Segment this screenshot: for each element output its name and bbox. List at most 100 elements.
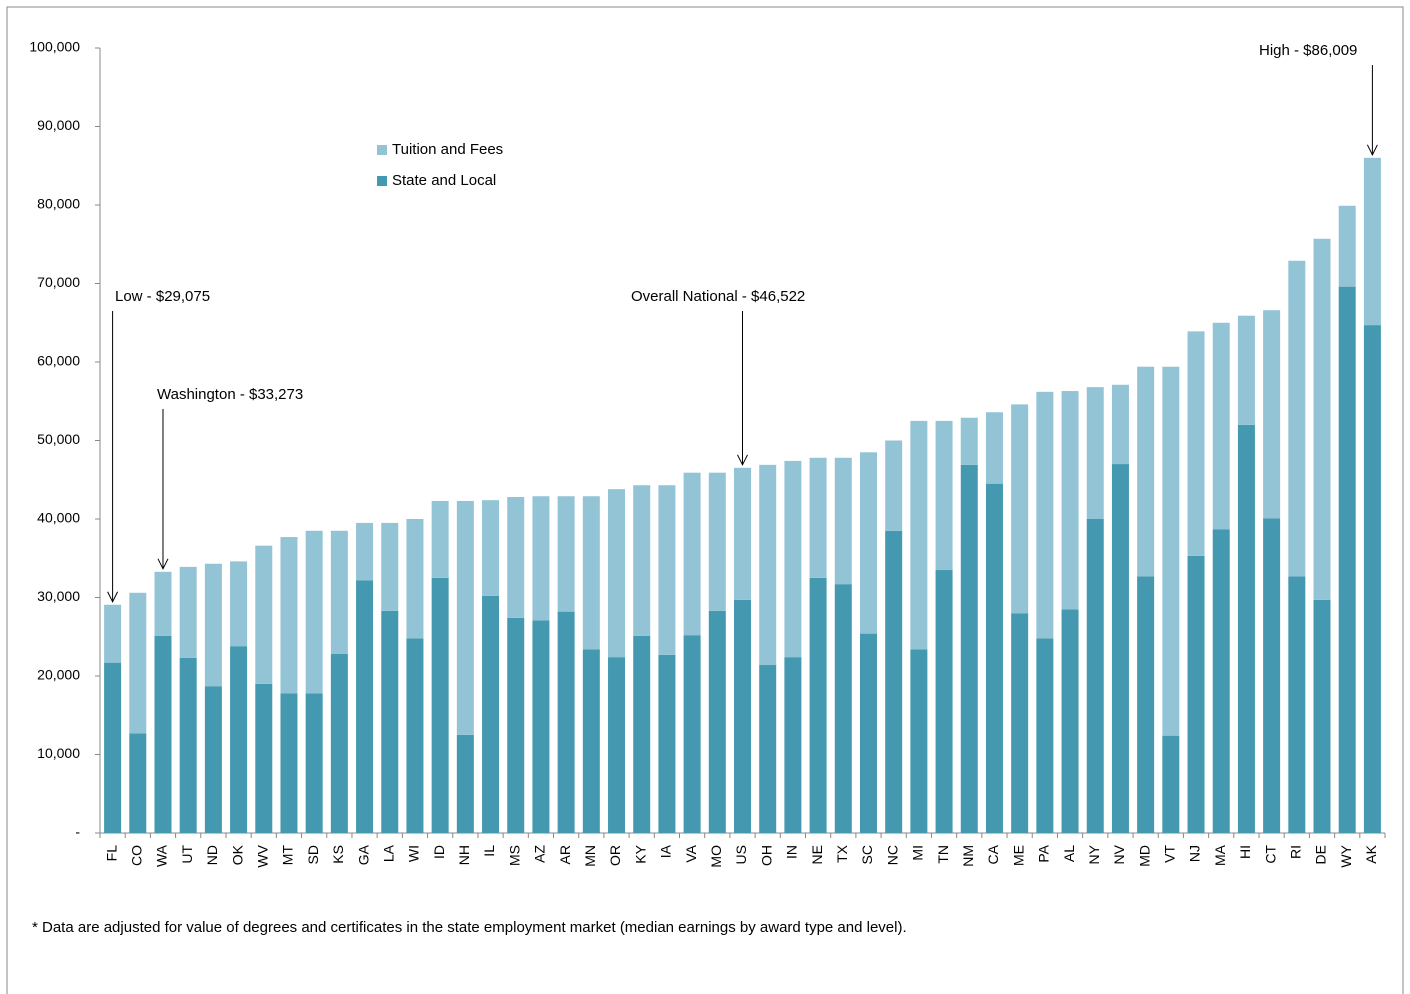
x-tick-label: AK — [1363, 844, 1379, 863]
bar-segment — [608, 657, 626, 833]
bar-segment — [406, 519, 424, 639]
arrow-head — [737, 454, 748, 466]
x-tick-label: MS — [506, 845, 522, 866]
x-tick-label: TX — [834, 844, 850, 863]
bar-segment — [1363, 157, 1381, 326]
bar-segment — [154, 635, 172, 833]
bar-segment — [507, 617, 525, 833]
bar-segment — [1363, 325, 1381, 833]
bar-segment — [1162, 366, 1180, 736]
x-tick-label: KY — [632, 844, 648, 863]
bar-segment — [683, 635, 701, 833]
x-tick-label: KS — [330, 845, 346, 864]
bar-segment — [582, 496, 600, 650]
bar-segment — [859, 452, 877, 634]
bar-segment — [356, 522, 374, 581]
bar-segment — [1288, 260, 1306, 577]
bar-segment — [1313, 599, 1331, 833]
bar-segment — [1263, 518, 1281, 833]
bar-segment — [1036, 391, 1054, 639]
frame — [6, 6, 1404, 994]
bar-segment — [1036, 638, 1054, 833]
x-tick-label: OH — [758, 845, 774, 866]
bar-segment — [1111, 384, 1129, 465]
bar-segment — [356, 580, 374, 833]
arrow-head — [107, 591, 119, 603]
bar-segment — [633, 635, 651, 833]
legend-label: Tuition and Fees — [392, 141, 503, 158]
bar-segment — [557, 611, 575, 833]
x-tick-label: IA — [658, 844, 674, 858]
bar-segment — [1061, 609, 1079, 833]
bar-segment — [1288, 576, 1306, 833]
y-tick-label: 90,000 — [37, 117, 80, 133]
bar-segment — [759, 464, 777, 666]
bar-segment — [482, 500, 500, 596]
x-tick-label: CA — [985, 844, 1001, 864]
x-tick-label: HI — [1237, 845, 1253, 859]
bar-segment — [985, 483, 1003, 833]
arrow-head — [157, 558, 169, 570]
bar-segment — [1187, 555, 1205, 833]
bar-segment — [708, 610, 726, 833]
annotation: Low - $29,075 — [115, 288, 210, 305]
legend-label: State and Local — [392, 172, 496, 189]
x-tick-label: AR — [557, 845, 573, 864]
x-tick-label: RI — [1288, 845, 1304, 859]
bar-segment — [280, 693, 298, 833]
x-tick-label: ME — [1010, 845, 1026, 866]
bar-segment — [1212, 529, 1230, 833]
bar-segment — [230, 646, 248, 833]
bar-segment — [1237, 424, 1255, 833]
bar-segment — [1237, 315, 1255, 425]
y-tick-label: 60,000 — [37, 353, 80, 369]
bar-segment — [910, 649, 928, 833]
x-tick-label: GA — [355, 844, 371, 865]
x-tick-label: VA — [683, 844, 699, 862]
x-tick-label: ID — [431, 845, 447, 859]
bar-segment — [759, 665, 777, 833]
bar-segment — [935, 570, 953, 833]
x-tick-label: TN — [935, 845, 951, 864]
bar-segment — [255, 545, 273, 684]
y-tick-label: 20,000 — [37, 667, 80, 683]
bar-segment — [1313, 238, 1331, 600]
bar-segment — [809, 457, 827, 578]
x-tick-label: NY — [1086, 844, 1102, 864]
y-tick-label: 50,000 — [37, 431, 80, 447]
x-tick-label: MN — [582, 845, 598, 867]
bar-segment — [633, 485, 651, 636]
bar-segment — [406, 638, 424, 833]
bar-segment — [305, 693, 323, 833]
y-tick-label: 80,000 — [37, 196, 80, 212]
bar-segment — [456, 734, 474, 833]
y-tick-label: 10,000 — [37, 745, 80, 761]
bar-segment — [1162, 735, 1180, 833]
bar-segment — [1263, 310, 1281, 519]
bar-segment — [1086, 387, 1104, 519]
bar-segment — [784, 657, 802, 833]
bar-segment — [154, 571, 172, 636]
legend-swatch — [377, 176, 387, 186]
bar-segment — [1111, 464, 1129, 833]
x-tick-label: NJ — [1187, 845, 1203, 862]
x-tick-label: CT — [1262, 845, 1278, 864]
x-tick-label: SC — [859, 845, 875, 864]
x-tick-label: CO — [128, 845, 144, 866]
x-tick-label: OK — [229, 844, 245, 865]
bar-segment — [683, 472, 701, 636]
bar-segment — [935, 420, 953, 571]
x-tick-label: UT — [179, 845, 195, 864]
x-tick-label: WY — [1338, 844, 1354, 867]
x-tick-label: DE — [1313, 845, 1329, 864]
x-tick-label: WI — [406, 845, 422, 862]
bar-segment — [129, 733, 147, 833]
bar-segment — [658, 485, 676, 655]
footnote: * Data are adjusted for value of degrees… — [32, 919, 907, 936]
bar-segment — [985, 412, 1003, 484]
bar-segment — [179, 657, 197, 833]
y-tick-label: 70,000 — [37, 274, 80, 290]
bar-segment — [1187, 331, 1205, 556]
bar-segment — [608, 489, 626, 658]
